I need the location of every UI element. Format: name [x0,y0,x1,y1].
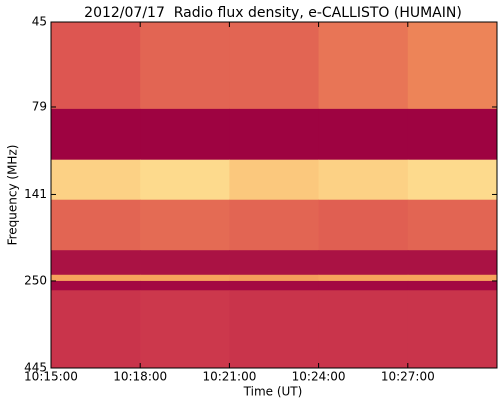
x-tick-label: 10:27:00 [381,370,435,384]
heatmap-cell [407,280,498,291]
heatmap-cell [318,108,409,161]
chart-title: 2012/07/17 Radio flux density, e-CALLIST… [84,5,462,21]
x-tick-label: 10:15:00 [24,370,78,384]
heatmap-cell [407,108,498,161]
heatmap-cell [318,250,409,276]
heatmap-cell [229,199,320,251]
heatmap-cell [51,159,141,201]
y-tick-label: 45 [32,15,47,29]
heatmap-cell [229,159,320,201]
heatmap-cell [407,159,498,201]
x-tick-label: 10:21:00 [202,370,256,384]
heatmap-cell [140,22,230,110]
heatmap-cell [140,280,230,291]
heatmap-cell [51,199,141,251]
x-axis-label: Time (UT) [243,385,303,399]
heatmap-cell [318,280,409,291]
heatmap-cell [318,290,409,369]
heatmap-cell [51,22,141,110]
heatmap-cell [140,250,230,276]
y-tick-label: 141 [24,187,47,201]
heatmap-cell [407,250,498,276]
y-axis-label: Frequency (MHz) [6,145,20,246]
heatmap-cell [229,108,320,161]
heatmap-cell [407,199,498,251]
heatmap-cell [140,199,230,251]
heatmap-cell [51,290,141,369]
heatmap-cell [229,22,320,110]
x-tick-label: 10:24:00 [292,370,346,384]
heatmap-cell [318,22,409,110]
heatmap-cell [407,290,498,369]
heatmap-cell [140,290,230,369]
heatmap-cell [140,159,230,201]
y-tick-label: 79 [32,99,47,113]
heatmap [51,22,498,369]
heatmap-cell [407,274,498,282]
heatmap-cell [51,108,141,161]
heatmap-cell [229,250,320,276]
heatmap-cell [140,274,230,282]
x-tick-label: 10:18:00 [113,370,167,384]
heatmap-cell [51,274,141,282]
heatmap-cell [140,108,230,161]
heatmap-cell [318,274,409,282]
heatmap-cell [318,199,409,251]
heatmap-cell [229,290,320,369]
plot-frame [50,21,498,369]
y-tick-label: 250 [24,273,47,287]
heatmap-cell [407,22,498,110]
heatmap-cell [229,274,320,282]
heatmap-cell [229,280,320,291]
heatmap-cell [51,250,141,276]
y-tick-label: 445 [24,361,47,375]
heatmap-cell [51,280,141,291]
heatmap-cell [318,159,409,201]
